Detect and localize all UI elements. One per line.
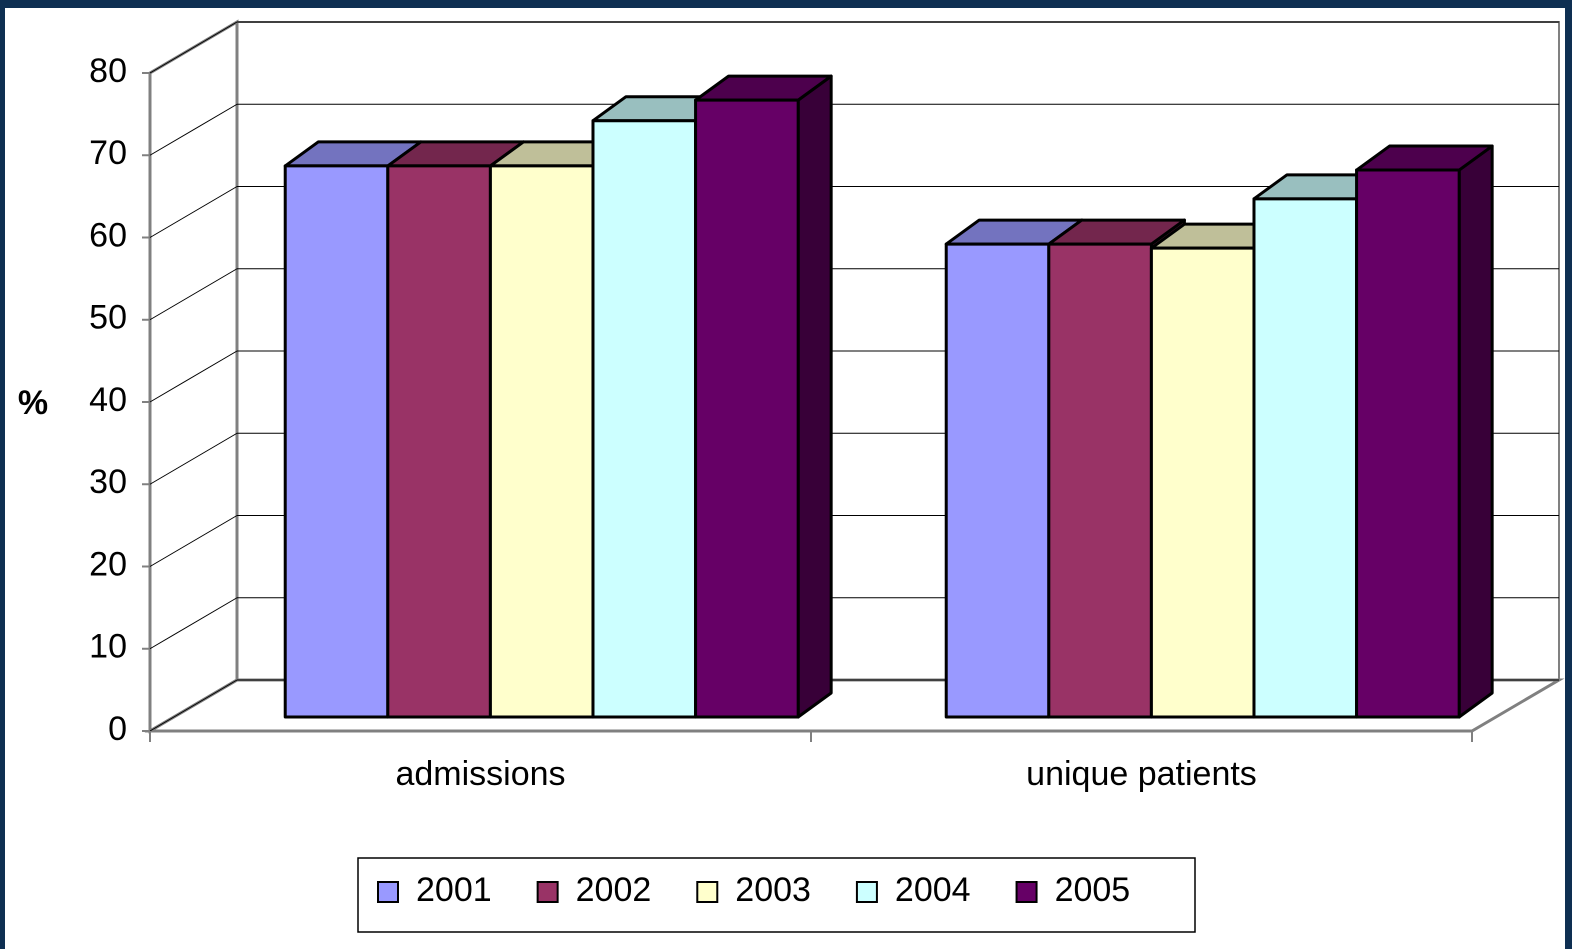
- y-tick-label: 60: [89, 216, 127, 254]
- y-tick-label: 50: [89, 299, 127, 337]
- bar: [1355, 168, 1461, 719]
- bar: [1047, 242, 1153, 719]
- y-tick-label: 30: [89, 463, 127, 501]
- bar: [488, 164, 595, 719]
- grid-line: [149, 350, 238, 403]
- bar-side: [1457, 144, 1494, 719]
- bar: [1252, 197, 1359, 719]
- bar: [944, 242, 1051, 719]
- legend-swatch: [536, 881, 559, 903]
- y-tick-label: 70: [89, 134, 127, 172]
- grid-line: [149, 679, 238, 732]
- legend-swatch: [1015, 881, 1038, 903]
- y-tick-label: 40: [89, 381, 127, 419]
- grid-line: [149, 268, 238, 321]
- bar: [386, 164, 492, 719]
- y-tick-label: 0: [108, 710, 127, 748]
- grid-line: [149, 103, 238, 156]
- bar-side: [796, 74, 833, 719]
- legend-box: [357, 857, 1196, 933]
- legend-label: 2002: [576, 871, 652, 909]
- bar: [591, 119, 698, 719]
- grid-line: [149, 432, 238, 485]
- grid-line: [149, 515, 238, 567]
- bar: [1149, 246, 1256, 719]
- y-tick-label: 20: [89, 545, 127, 583]
- y-tick-label: 10: [89, 628, 127, 666]
- bar: [694, 98, 800, 719]
- y-axis-label: %: [18, 384, 48, 422]
- grid-line: [149, 21, 238, 74]
- x-tick-label: unique patients: [1026, 755, 1257, 793]
- legend-swatch: [377, 881, 399, 903]
- x-tick-label: admissions: [395, 755, 565, 793]
- y-tick-label: 80: [89, 52, 127, 90]
- grid-line: [149, 186, 238, 238]
- grid-line: [149, 597, 238, 650]
- legend-label: 2004: [895, 871, 971, 909]
- legend-swatch: [855, 881, 878, 903]
- legend-label: 2001: [416, 871, 492, 909]
- legend-label: 2003: [735, 871, 811, 909]
- legend-label: 2005: [1055, 871, 1131, 909]
- legend-swatch: [696, 881, 719, 903]
- bar: [283, 164, 390, 719]
